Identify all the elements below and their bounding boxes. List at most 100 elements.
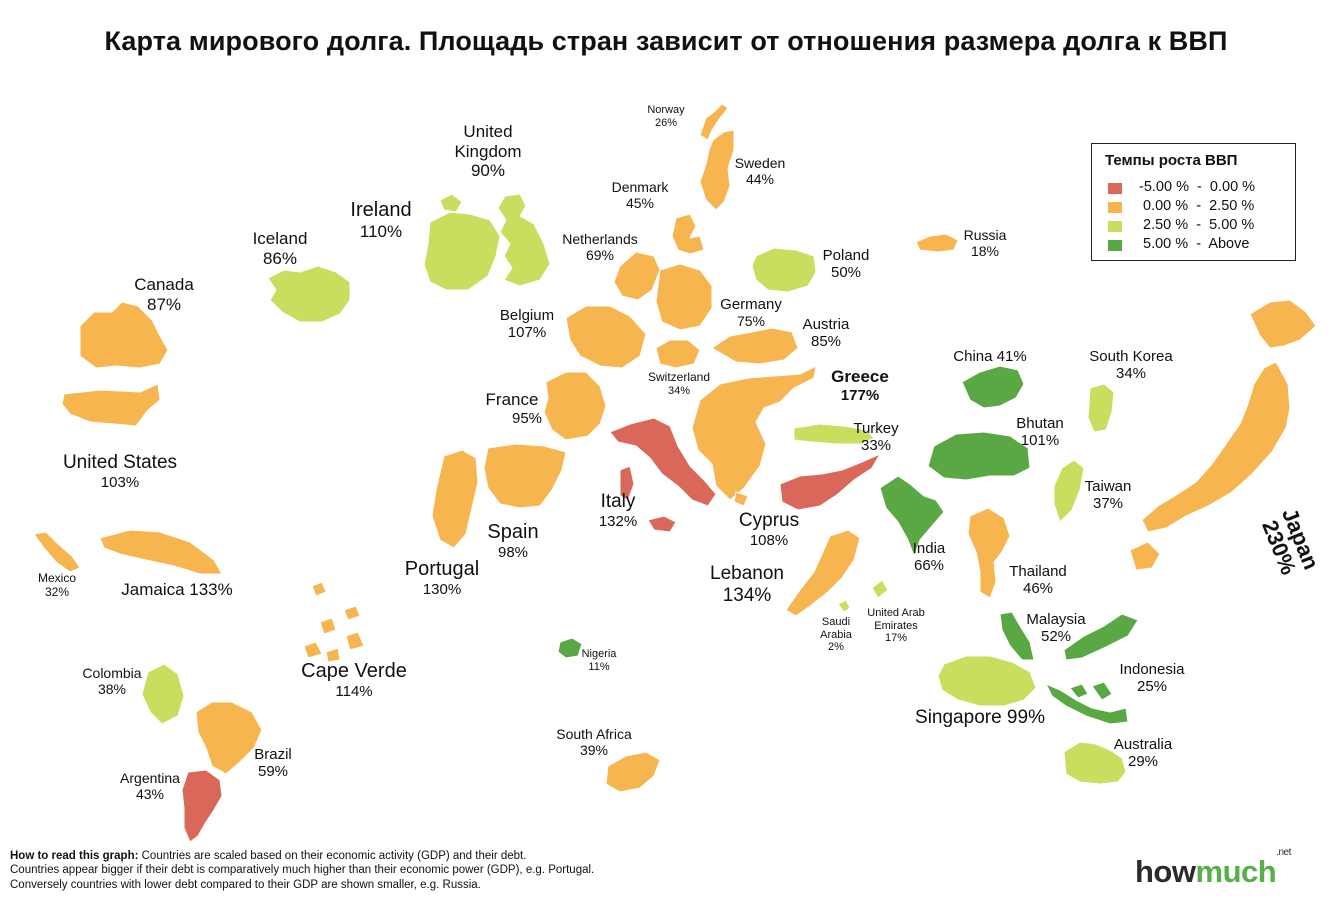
poland-label: Poland 50% xyxy=(822,247,870,282)
netherlands-label: Netherlands 69% xyxy=(562,231,638,264)
belgium-label: Belgium 107% xyxy=(499,307,555,342)
legend-label: 0.00 % - 2.50 % xyxy=(1139,198,1255,214)
italy-shape xyxy=(609,417,717,507)
uk-label: United Kingdom 90% xyxy=(454,122,522,181)
australia-label: Australia 29% xyxy=(1113,736,1173,771)
argentina-shape xyxy=(181,769,223,843)
note-line-2: Countries appear bigger if their debt is… xyxy=(10,864,595,877)
singapore-label: Singapore 99% xyxy=(915,707,1045,728)
legend-swatch xyxy=(1108,240,1122,251)
brazil-shape xyxy=(195,701,263,775)
ireland-shape xyxy=(423,211,501,291)
brazil-label: Brazil 59% xyxy=(254,746,292,781)
australia-shape xyxy=(1063,741,1127,785)
canada-shape xyxy=(79,301,169,369)
china-label: China 41% xyxy=(953,348,1027,365)
note-heading: How to read this graph: xyxy=(10,850,139,862)
denmark-label: Denmark 45% xyxy=(611,179,669,212)
uk-islands-shape xyxy=(439,193,463,213)
colombia-label: Colombia 38% xyxy=(82,665,142,698)
taiwan-label: Taiwan 37% xyxy=(1084,478,1132,513)
map-title: Карта мирового долга. Площадь стран зави… xyxy=(104,26,1228,56)
united-states-shape xyxy=(61,383,161,427)
iceland-label: Iceland 86% xyxy=(252,229,308,268)
indonesia-shape xyxy=(1045,681,1129,725)
colombia-shape xyxy=(141,663,185,725)
turkey-label: Turkey 33% xyxy=(853,420,899,455)
germany-shape xyxy=(655,263,713,331)
greece-label: Greece 177% xyxy=(831,367,889,404)
cape-verde-islands-shape xyxy=(303,581,365,663)
indonesia-label: Indonesia 25% xyxy=(1119,661,1185,696)
south-africa-label: South Africa 39% xyxy=(556,726,632,759)
malaysia-shape xyxy=(999,611,1139,661)
note-line-3: Conversely countries with lower debt com… xyxy=(10,878,481,891)
greece-shape xyxy=(691,365,817,501)
uae-label: United Arab Emirates 17% xyxy=(867,607,925,645)
poland-shape xyxy=(751,247,817,293)
legend-swatch xyxy=(1108,221,1122,232)
lebanon-shape xyxy=(785,529,861,617)
india-shape xyxy=(879,475,945,557)
norway-shape xyxy=(699,103,729,141)
note-line-1: Countries are scaled based on their econ… xyxy=(138,850,527,862)
china-shape xyxy=(961,365,1025,409)
cape-verde-label: Cape Verde 114% xyxy=(301,660,407,700)
jamaica-label: Jamaica 133% xyxy=(121,580,233,599)
cyprus-label: Cyprus 108% xyxy=(738,510,800,549)
argentina-label: Argentina 43% xyxy=(120,770,180,803)
uk-shape xyxy=(497,193,551,287)
spain-label: Spain 98% xyxy=(487,521,539,561)
saudi-shape xyxy=(837,599,851,613)
turkey-shape xyxy=(793,423,875,445)
taiwan-shape xyxy=(1053,459,1085,523)
canada-label: Canada 87% xyxy=(134,275,194,314)
portugal-label: Portugal 130% xyxy=(404,558,480,598)
howmuch-logo: howmuch.net xyxy=(1135,846,1291,889)
sardinia-shape xyxy=(619,465,635,501)
greece-islands-shape xyxy=(733,491,749,507)
legend-label: 2.50 % - 5.00 % xyxy=(1139,217,1255,233)
austria-label: Austria 85% xyxy=(802,316,850,351)
thailand-label: Thailand 46% xyxy=(1009,563,1067,598)
ireland-label: Ireland 110% xyxy=(350,199,412,241)
south-africa-shape xyxy=(605,751,661,793)
legend-label: -5.00 % - 0.00 % xyxy=(1139,179,1256,195)
mexico-label: Mexico 32% xyxy=(37,571,77,599)
italy-label: Italy 132% xyxy=(598,491,638,530)
russia-shape xyxy=(915,233,959,253)
iceland-shape xyxy=(267,265,351,323)
switzerland-shape xyxy=(655,339,701,369)
jamaica-shape xyxy=(99,529,223,575)
austria-shape xyxy=(711,327,799,365)
nigeria-label: Nigeria 11% xyxy=(581,648,617,673)
united-states-label: United States 103% xyxy=(62,452,178,491)
south-korea-shape xyxy=(1087,383,1115,433)
saudi-arabia-label: Saudi Arabia 2% xyxy=(820,616,852,654)
bhutan-shape xyxy=(927,431,1031,481)
legend-swatch xyxy=(1108,202,1122,213)
bhutan-label: Bhutan 101% xyxy=(1016,415,1064,450)
uae-shape xyxy=(871,579,889,599)
germany-label: Germany 75% xyxy=(720,296,782,330)
portugal-shape xyxy=(431,449,479,549)
india-label: India 66% xyxy=(912,540,946,575)
legend-swatch xyxy=(1108,183,1122,194)
denmark-shape xyxy=(671,213,705,255)
how-to-read-note: How to read this graph: Countries are sc… xyxy=(10,849,594,892)
france-shape xyxy=(543,371,607,441)
malaysia-label: Malaysia 52% xyxy=(1026,611,1086,646)
cyprus-shape xyxy=(779,453,881,511)
spain-shape xyxy=(483,443,567,509)
legend-label: 5.00 % - Above xyxy=(1139,236,1250,252)
sweden-shape xyxy=(699,129,735,211)
legend-title: Темпы роста ВВП xyxy=(1105,152,1238,169)
sicily-shape xyxy=(647,515,677,533)
south-korea-label: South Korea 34% xyxy=(1089,348,1173,383)
belgium-shape xyxy=(565,305,647,369)
russia-label: Russia 18% xyxy=(963,227,1007,260)
japan-shape xyxy=(1129,299,1317,571)
netherlands-shape xyxy=(613,251,661,301)
lebanon-label: Lebanon 134% xyxy=(710,563,784,606)
